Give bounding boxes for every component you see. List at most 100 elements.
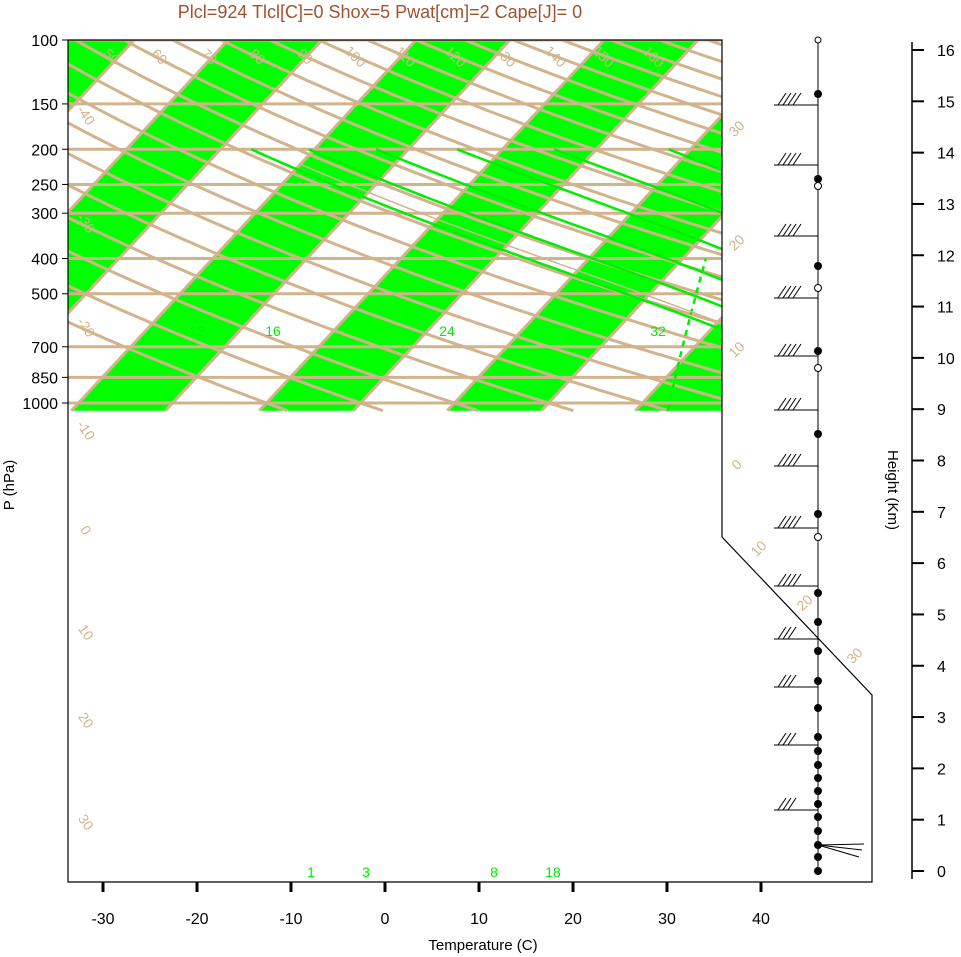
wind-barb-flag <box>782 92 792 106</box>
height-axis-label: Height (Km) <box>884 450 901 530</box>
wind-barb-flag <box>787 515 797 529</box>
wind-barb-flag <box>777 453 787 467</box>
dry-adiabat <box>68 40 574 413</box>
wind-barb-flag <box>782 797 792 811</box>
dry-adiabat <box>68 40 289 413</box>
y-tick-label: 850 <box>31 370 58 387</box>
moist-adiabat-label: 16 <box>265 323 281 339</box>
wind-barb-flag <box>777 626 787 640</box>
isotherm-label: 10 <box>725 338 747 360</box>
height-tick-label: 6 <box>937 556 946 573</box>
height-tick-label: 15 <box>937 94 955 111</box>
wind-barb-flag <box>777 285 787 299</box>
y-tick-label: 200 <box>31 142 58 159</box>
mixing-ratio-label: 3 <box>362 864 370 880</box>
x-axis-label: Temperature (C) <box>428 937 537 954</box>
wind-level-marker <box>814 284 822 292</box>
height-tick-label: 7 <box>937 505 946 522</box>
height-tick-label: 14 <box>937 146 955 163</box>
height-tick-label: 12 <box>937 248 955 265</box>
height-tick-label: 2 <box>937 761 946 778</box>
wind-barb-flag <box>792 397 802 411</box>
wind-barb-flag <box>782 285 792 299</box>
isotherm-label: 10 <box>75 621 97 643</box>
wind-barb-flag <box>792 92 802 106</box>
height-tick-label: 8 <box>937 454 946 471</box>
wind-barb-flag <box>792 343 802 357</box>
y-tick-label: 700 <box>31 340 58 357</box>
wind-barb-flag <box>777 152 787 166</box>
isotherm <box>258 40 606 412</box>
y-tick-label: 500 <box>31 287 58 304</box>
dry-adiabat <box>707 40 872 413</box>
temperature-axis: -30 -20 -10 0 10 20 30 40 <box>91 882 770 928</box>
wind-barb-flag <box>782 343 792 357</box>
wind-barb-flag <box>777 573 787 587</box>
moist-adiabat <box>906 149 961 410</box>
wind-barb-flag <box>787 152 797 166</box>
x-tick-label: 30 <box>658 911 676 928</box>
wind-barb-flag <box>777 92 787 106</box>
wind-barb-flag <box>782 515 792 529</box>
wind-barb-flag <box>792 223 802 237</box>
wind-level-marker <box>814 787 822 795</box>
wind-barb <box>817 844 860 858</box>
wind-barb-flag <box>777 343 787 357</box>
wind-level-marker <box>814 364 822 372</box>
wind-barb-flag <box>777 674 787 688</box>
x-tick-label: 10 <box>470 911 488 928</box>
height-tick-label: 9 <box>937 402 946 419</box>
x-tick-label: 20 <box>564 911 582 928</box>
mixing-ratio-label: 18 <box>545 864 561 880</box>
wind-level-marker <box>814 733 822 741</box>
isotherm <box>728 40 872 412</box>
wind-level-marker <box>814 36 822 44</box>
dry-adiabat <box>318 40 872 413</box>
wind-level-marker <box>814 761 822 769</box>
x-tick-label: 0 <box>381 911 390 928</box>
moist-adiabat-label: 24 <box>439 323 455 339</box>
wind-barb-flag <box>782 453 792 467</box>
dry-adiabat-label: 100 <box>342 43 370 71</box>
wind-barb-flag <box>777 732 787 746</box>
wind-barb-flag <box>787 674 797 688</box>
isotherm-label: 20 <box>75 709 97 731</box>
wind-barb-flag <box>777 797 787 811</box>
height-tick-label: 3 <box>937 710 946 727</box>
wind-barb-flag <box>787 285 797 299</box>
height-tick-label: 4 <box>937 659 946 676</box>
wind-level-marker <box>814 867 822 875</box>
wind-level-marker <box>814 533 822 541</box>
dry-adiabat <box>68 40 384 413</box>
y-tick-label: 300 <box>31 206 58 223</box>
wind-level-marker <box>814 800 822 808</box>
y-axis-label: P (hPa) <box>1 460 18 511</box>
wind-barb-flag <box>787 732 797 746</box>
dry-adiabat <box>68 40 479 413</box>
wind-barb-flag <box>782 152 792 166</box>
isotherm-label: -10 <box>74 417 99 443</box>
mixing-ratio-line <box>797 258 826 411</box>
isotherm-label: 0 <box>77 522 95 538</box>
wind-barb-flag <box>777 223 787 237</box>
wind-barb-flag <box>782 732 792 746</box>
pressure-axis: 100 150 200 250 300 400 500 700 850 1000 <box>22 33 68 413</box>
moist-adiabat-label: 12 <box>189 323 205 339</box>
wind-level-marker <box>814 747 822 755</box>
mixing-ratio-line <box>666 258 708 411</box>
height-tick-label: 11 <box>937 300 954 317</box>
wind-level-marker <box>814 175 822 183</box>
wind-barb-flag <box>777 397 787 411</box>
wind-level-marker <box>814 853 822 861</box>
wind-level-marker <box>814 90 822 98</box>
mixing-ratio-label: 8 <box>490 864 498 880</box>
isotherm <box>68 40 230 412</box>
dry-adiabat-label: 140 <box>542 43 570 71</box>
isotherm-label: 30 <box>843 644 865 666</box>
wind-level-marker <box>814 647 822 655</box>
wind-level-marker <box>814 430 822 438</box>
isotherm <box>164 40 512 412</box>
moist-adiabat-label: 32 <box>650 323 666 339</box>
